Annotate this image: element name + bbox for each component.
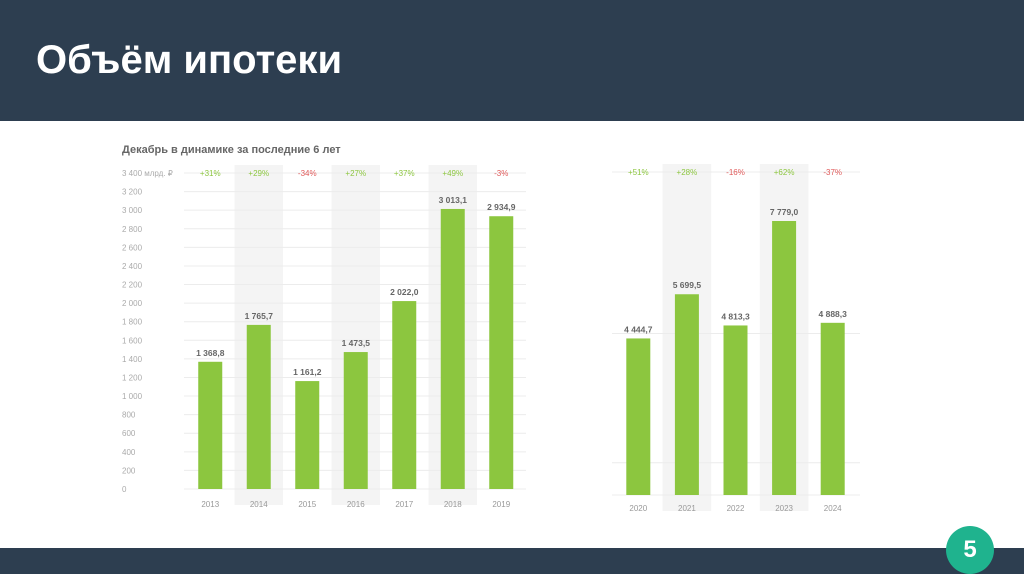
change-label: +28% — [677, 168, 698, 177]
header-bar: Объём ипотеки — [0, 0, 1024, 121]
bar-2019 — [489, 216, 514, 490]
x-tick-label: 2018 — [444, 500, 462, 509]
change-label: +51% — [628, 168, 649, 177]
bar-2018 — [440, 208, 465, 490]
bar-2016 — [343, 352, 368, 489]
change-label: +29% — [248, 169, 269, 178]
x-tick-label: 2013 — [201, 500, 219, 509]
y-tick-label: 400 — [122, 448, 136, 457]
change-label: -34% — [298, 169, 317, 178]
slide-title: Объём ипотеки — [36, 38, 343, 82]
y-tick-label: 2 800 — [122, 225, 143, 234]
page-number-badge: 5 — [946, 526, 994, 574]
y-tick-label: 3 400 млрд. ₽ — [122, 169, 173, 178]
y-tick-label: 3 000 — [122, 206, 143, 215]
y-tick-label: 1 800 — [122, 318, 143, 327]
y-tick-label: 1 600 — [122, 336, 143, 345]
bar-2022 — [723, 325, 748, 495]
y-tick-label: 1 200 — [122, 373, 143, 382]
change-label: -3% — [494, 169, 508, 178]
value-label: 1 161,2 — [293, 367, 322, 377]
change-label: +27% — [345, 169, 366, 178]
change-label: +37% — [394, 169, 415, 178]
x-tick-label: 2014 — [250, 500, 268, 509]
value-label: 1 473,5 — [342, 338, 371, 348]
y-tick-label: 200 — [122, 466, 136, 475]
value-label: 5 699,5 — [673, 280, 702, 290]
value-label: 1 765,7 — [245, 311, 274, 321]
y-tick-label: 2 400 — [122, 262, 143, 271]
bar-2017 — [392, 301, 417, 489]
x-tick-label: 2022 — [727, 504, 745, 513]
y-tick-label: 0 — [122, 485, 127, 494]
value-label: 4 813,3 — [721, 311, 750, 321]
value-label: 1 368,8 — [196, 348, 225, 358]
x-tick-label: 2024 — [824, 504, 842, 513]
change-label: +49% — [442, 169, 463, 178]
bar-2013 — [198, 361, 223, 489]
y-tick-label: 1 000 — [122, 392, 143, 401]
x-tick-label: 2015 — [298, 500, 316, 509]
x-tick-label: 2021 — [678, 504, 696, 513]
x-tick-label: 2017 — [395, 500, 413, 509]
value-label: 3 013,1 — [439, 195, 468, 205]
value-label: 2 022,0 — [390, 287, 419, 297]
footer-bar — [0, 548, 1024, 574]
y-tick-label: 2 000 — [122, 299, 143, 308]
chart-title: Декабрь в динамике за последние 6 лет — [122, 144, 341, 156]
value-label: 2 934,9 — [487, 202, 516, 212]
y-tick-label: 2 200 — [122, 281, 143, 290]
x-tick-label: 2019 — [492, 500, 510, 509]
bar-2014 — [246, 324, 271, 489]
value-label: 4 888,3 — [819, 309, 848, 319]
y-tick-label: 800 — [122, 411, 136, 420]
x-tick-label: 2023 — [775, 504, 793, 513]
y-tick-label: 3 200 — [122, 188, 143, 197]
change-label: +31% — [200, 169, 221, 178]
change-label: -16% — [726, 168, 745, 177]
y-tick-label: 1 400 — [122, 355, 143, 364]
bar-2024 — [820, 322, 845, 495]
x-tick-label: 2016 — [347, 500, 365, 509]
bar-2023 — [772, 220, 797, 495]
x-tick-label: 2020 — [629, 504, 647, 513]
value-label: 4 444,7 — [624, 324, 653, 334]
y-tick-label: 2 600 — [122, 243, 143, 252]
value-label: 7 779,0 — [770, 207, 799, 217]
y-tick-label: 600 — [122, 429, 136, 438]
bar-2015 — [295, 381, 320, 489]
bar-2021 — [674, 294, 699, 495]
change-label: +62% — [774, 168, 795, 177]
change-label: -37% — [823, 168, 842, 177]
bar-2020 — [626, 338, 651, 495]
